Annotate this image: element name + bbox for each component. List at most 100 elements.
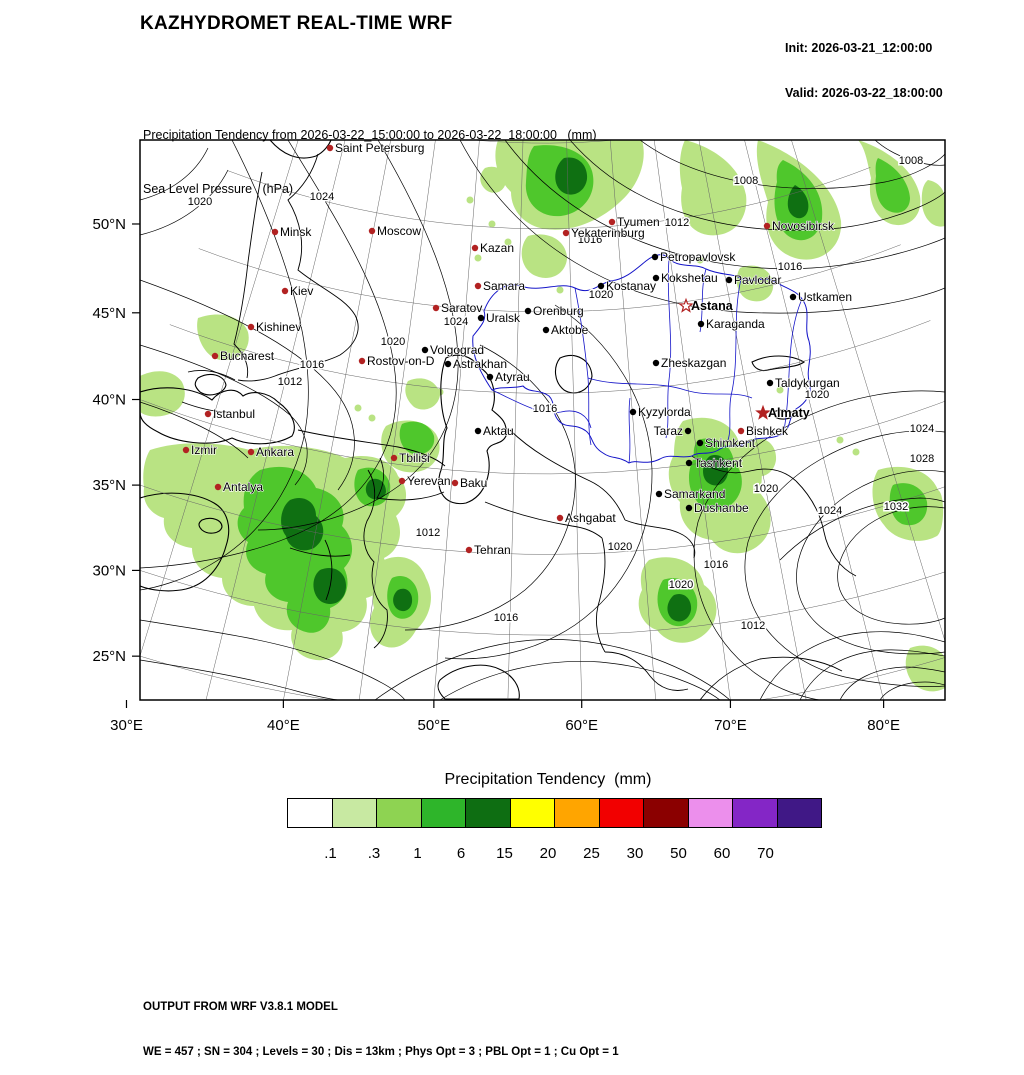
coastline-lake-balkhash: [751, 355, 806, 372]
precipitation-speckle: [368, 414, 376, 422]
city-label: Novosibirsk: [772, 219, 835, 233]
precipitation-area-light: [140, 371, 185, 417]
legend-value: 70: [757, 845, 774, 862]
city-marker: [608, 218, 616, 226]
legend-color-swatch: [509, 798, 555, 828]
pressure-label: 1020: [805, 389, 829, 401]
pressure-contour: [569, 140, 945, 231]
precipitation-speckle: [556, 286, 564, 294]
city-label: Tashkent: [694, 456, 743, 470]
city-marker: [465, 546, 473, 554]
legend-value: .3: [367, 845, 381, 862]
city-marker: [697, 320, 705, 328]
pressure-label: 1012: [665, 217, 689, 229]
pressure-contour: [257, 140, 459, 531]
country-border: [509, 429, 626, 521]
city-marker: [562, 229, 570, 237]
city-label: Bishkek: [746, 424, 789, 438]
city-label: Minsk: [280, 225, 312, 239]
pressure-contour: [140, 659, 341, 700]
capital-star-icon: [678, 297, 694, 313]
lat-axis-label: 35°N: [92, 477, 126, 494]
precipitation-speckle: [466, 196, 474, 204]
pressure-label-layer: 1020 1024 1008 1008 1012 1016 1016 1020 1024 1020…: [186, 154, 935, 634]
city-label: Taraz: [654, 424, 683, 438]
city-marker: [542, 326, 550, 334]
lon-axis-label: 70°E: [714, 717, 747, 732]
city-label: Volgograd: [430, 343, 484, 357]
city-label: Ankara: [256, 445, 294, 459]
city-marker: [737, 427, 745, 435]
city-marker: [655, 490, 663, 498]
city-label: Dushanbe: [694, 501, 749, 515]
country-border: [187, 369, 236, 381]
legend-title: Precipitation Tendency (mm): [444, 771, 652, 788]
city-marker: [432, 304, 440, 312]
pressure-contour: [140, 619, 406, 700]
coastline-persian-gulf: [437, 664, 520, 700]
legend-color-swatch: [331, 798, 377, 828]
city-marker: [763, 222, 771, 230]
precipitation-area-heavy: [313, 567, 346, 605]
coastline-sea-of-azov: [194, 373, 227, 396]
country-border: [289, 547, 351, 557]
precipitation-area-light: [405, 378, 440, 410]
lat-axis-label: 30°N: [92, 562, 126, 579]
legend-color-swatch: [420, 798, 466, 828]
pressure-label: 1016: [704, 559, 728, 571]
city-marker: [451, 479, 459, 487]
kazakhstan-oblast-border: [727, 278, 742, 441]
lon-axis-label: 30°E: [110, 717, 143, 732]
lon-axis-label: 60°E: [565, 717, 598, 732]
precipitation-area-medium: [875, 158, 910, 213]
pressure-contour: [796, 470, 945, 655]
pressure-contour: [744, 430, 945, 687]
country-border: [604, 651, 689, 691]
pressure-contour: [799, 649, 945, 700]
city-marker: [685, 459, 693, 467]
legend-value: 60: [713, 845, 731, 862]
precipitation-area-heavy: [281, 497, 324, 551]
city-label: Rostov-on-D: [367, 354, 435, 368]
city-marker: [684, 427, 692, 435]
coastline-baltic-gulf: [269, 140, 332, 159]
city-marker: [281, 287, 289, 295]
city-marker: [652, 359, 660, 367]
city-marker: [652, 274, 660, 282]
city-marker: [247, 323, 255, 331]
city-label: Kiev: [290, 284, 313, 298]
model-config-line: WE = 457 ; SN = 304 ; Levels = 30 ; Dis …: [143, 1046, 619, 1058]
pressure-contour: [759, 631, 945, 700]
country-border: [376, 457, 445, 501]
pressure-label: 1012: [278, 376, 302, 388]
city-marker: [789, 293, 797, 301]
city-marker: [444, 360, 452, 368]
city-label: Saint Petersburg: [335, 141, 424, 155]
legend-value: 50: [670, 845, 687, 862]
city-marker: [556, 514, 564, 522]
model-version-line: OUTPUT FROM WRF V3.8.1 MODEL: [143, 1001, 338, 1013]
pressure-contour: [374, 639, 731, 700]
pressure-label: 1024: [910, 423, 934, 435]
precipitation-area-light: [197, 314, 249, 361]
city-marker: [477, 314, 485, 322]
city-marker: [271, 228, 279, 236]
city-label: Ashgabat: [565, 511, 616, 525]
coastline-layer: [140, 140, 806, 700]
kazakhstan-oblast-border: [628, 397, 631, 464]
wrf-weather-map-page: { "header": { "title": "KAZHYDROMET REAL…: [92, 13, 946, 1058]
city-label: Kokshetau: [661, 271, 718, 285]
country-border: [324, 539, 333, 601]
city-label: Moscow: [377, 224, 421, 238]
city-label: Istanbul: [213, 407, 255, 421]
pressure-label: 1020: [589, 289, 613, 301]
precipitation-speckle: [474, 254, 482, 262]
precipitation-speckle: [696, 256, 704, 264]
city-marker: [326, 144, 334, 152]
pressure-label: 1020: [669, 579, 693, 591]
kazakhstan-oblast-border: [665, 258, 672, 439]
precipitation-area-heavy: [393, 588, 413, 612]
city-label: Orenburg: [533, 304, 584, 318]
pressure-label: 1024: [444, 316, 468, 328]
precipitation-area-medium: [889, 483, 928, 526]
